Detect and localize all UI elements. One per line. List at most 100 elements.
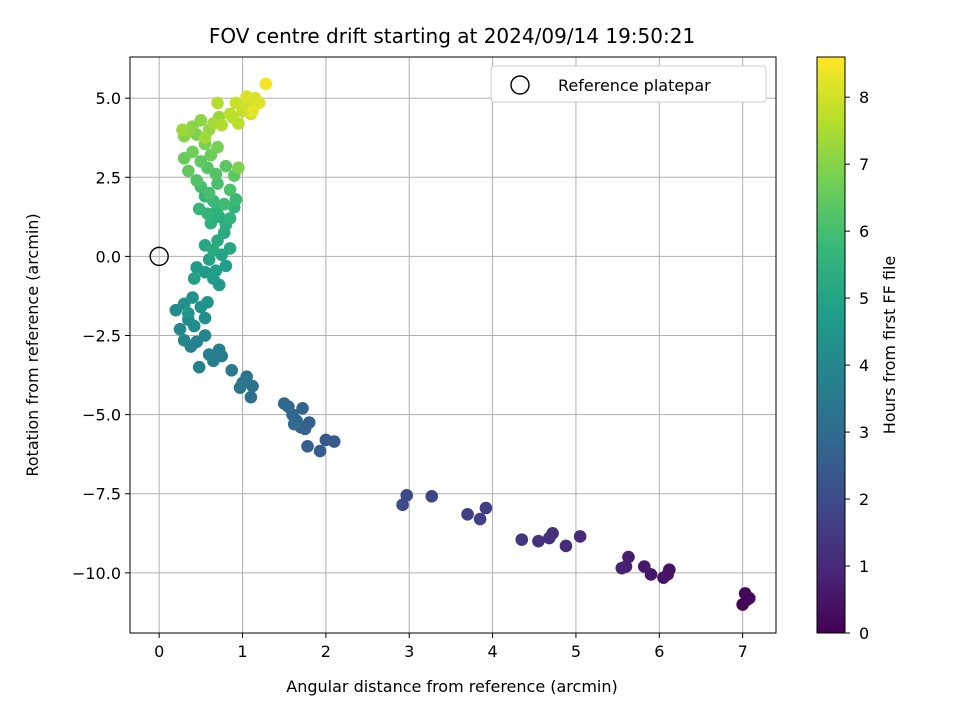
data-points bbox=[169, 77, 756, 611]
data-point bbox=[202, 186, 216, 200]
data-point bbox=[190, 261, 203, 274]
data-point bbox=[192, 202, 206, 216]
grid-lines bbox=[130, 57, 776, 633]
data-point bbox=[223, 107, 237, 121]
colorbar: 0 1 2 3 4 5 6 7 8 Hours from first FF file bbox=[816, 56, 899, 643]
data-point bbox=[296, 401, 309, 415]
y-axis-label: Rotation from reference (arcmin) bbox=[23, 213, 42, 476]
data-point bbox=[229, 193, 243, 206]
data-point bbox=[244, 390, 258, 404]
reference-point bbox=[149, 246, 169, 267]
x-tick-label: 2 bbox=[321, 642, 331, 661]
data-point bbox=[232, 161, 245, 175]
data-point bbox=[532, 534, 545, 548]
data-point bbox=[246, 379, 259, 393]
y-tick-label: 2.5 bbox=[96, 168, 121, 187]
x-tick-label: 5 bbox=[571, 642, 581, 661]
data-point bbox=[186, 145, 199, 159]
data-point bbox=[177, 333, 191, 347]
data-point bbox=[277, 397, 291, 410]
colorbar-tick-label: 3 bbox=[859, 423, 869, 442]
data-point bbox=[211, 177, 224, 190]
x-tick-label: 7 bbox=[738, 642, 748, 661]
x-tick-label: 0 bbox=[154, 642, 164, 661]
colorbar-tick-label: 7 bbox=[859, 155, 869, 174]
x-tick-label: 1 bbox=[237, 642, 247, 661]
legend-label-reference: Reference platepar bbox=[558, 76, 711, 95]
data-point bbox=[473, 512, 487, 526]
data-point bbox=[229, 96, 243, 110]
data-point bbox=[232, 117, 245, 130]
data-point bbox=[461, 508, 474, 521]
y-tick-label: −7.5 bbox=[82, 485, 121, 504]
y-tick-label: −2.5 bbox=[82, 327, 121, 346]
data-point bbox=[194, 155, 208, 168]
colorbar-tick-label: 5 bbox=[859, 289, 869, 308]
chart-title: FOV centre drift starting at 2024/09/14 … bbox=[209, 24, 695, 48]
data-point bbox=[559, 539, 573, 553]
data-point bbox=[187, 272, 201, 285]
data-point bbox=[192, 360, 206, 374]
data-point bbox=[219, 159, 233, 173]
data-point bbox=[204, 216, 218, 230]
data-point bbox=[542, 531, 556, 545]
y-tick-label: 5.0 bbox=[96, 89, 121, 108]
data-point bbox=[661, 568, 674, 581]
data-point bbox=[219, 259, 233, 273]
colorbar-label: Hours from first FF file bbox=[880, 256, 899, 435]
data-point bbox=[217, 197, 231, 211]
data-point bbox=[240, 90, 253, 103]
data-point bbox=[190, 174, 203, 187]
data-point bbox=[396, 498, 409, 512]
reference-point-group bbox=[149, 246, 169, 267]
data-point bbox=[246, 104, 259, 118]
x-axis-label: Angular distance from reference (arcmin) bbox=[286, 677, 617, 696]
y-tick-label: 0.0 bbox=[96, 247, 121, 266]
data-point bbox=[479, 501, 493, 515]
data-point bbox=[301, 439, 314, 453]
data-point bbox=[211, 140, 224, 154]
data-point bbox=[225, 364, 238, 377]
data-point bbox=[400, 489, 414, 502]
data-point bbox=[198, 131, 212, 145]
data-point bbox=[233, 381, 247, 395]
data-point bbox=[515, 533, 529, 546]
data-point bbox=[182, 307, 195, 320]
data-point bbox=[637, 560, 651, 573]
axis-ticks: 0 1 2 3 4 5 6 7 5.0 2.5 0.0 −2.5 −5.0 −7.5 −10.0 bbox=[72, 89, 748, 661]
data-point bbox=[202, 348, 216, 361]
plot-frame bbox=[129, 56, 777, 634]
data-point bbox=[202, 253, 216, 266]
x-tick-label: 4 bbox=[487, 642, 497, 661]
colorbar-gradient bbox=[816, 56, 846, 634]
data-point bbox=[425, 489, 439, 503]
colorbar-tick-label: 1 bbox=[859, 557, 869, 576]
data-point bbox=[198, 311, 212, 325]
data-point bbox=[198, 329, 212, 342]
data-point bbox=[223, 183, 237, 197]
data-point bbox=[622, 550, 635, 564]
data-point bbox=[194, 113, 208, 127]
data-point bbox=[287, 417, 301, 431]
colorbar-tick-label: 4 bbox=[859, 356, 869, 375]
data-point bbox=[743, 591, 756, 605]
data-point bbox=[573, 530, 587, 543]
data-point bbox=[259, 77, 273, 91]
y-tick-label: −10.0 bbox=[72, 564, 121, 583]
data-point bbox=[209, 264, 223, 277]
colorbar-tick-label: 2 bbox=[859, 490, 869, 509]
data-point bbox=[319, 433, 333, 447]
colorbar-tick-label: 0 bbox=[859, 624, 869, 643]
colorbar-ticks: 0 1 2 3 4 5 6 7 8 bbox=[845, 88, 869, 643]
data-point bbox=[215, 118, 228, 132]
y-tick-label: −5.0 bbox=[82, 406, 121, 425]
colorbar-tick-label: 8 bbox=[859, 88, 869, 107]
data-point bbox=[173, 322, 187, 336]
data-point bbox=[212, 343, 226, 357]
data-point bbox=[223, 212, 237, 225]
data-point bbox=[207, 243, 220, 257]
data-point bbox=[201, 295, 214, 309]
legend-box bbox=[490, 65, 767, 103]
legend: Reference platepar bbox=[490, 65, 767, 103]
